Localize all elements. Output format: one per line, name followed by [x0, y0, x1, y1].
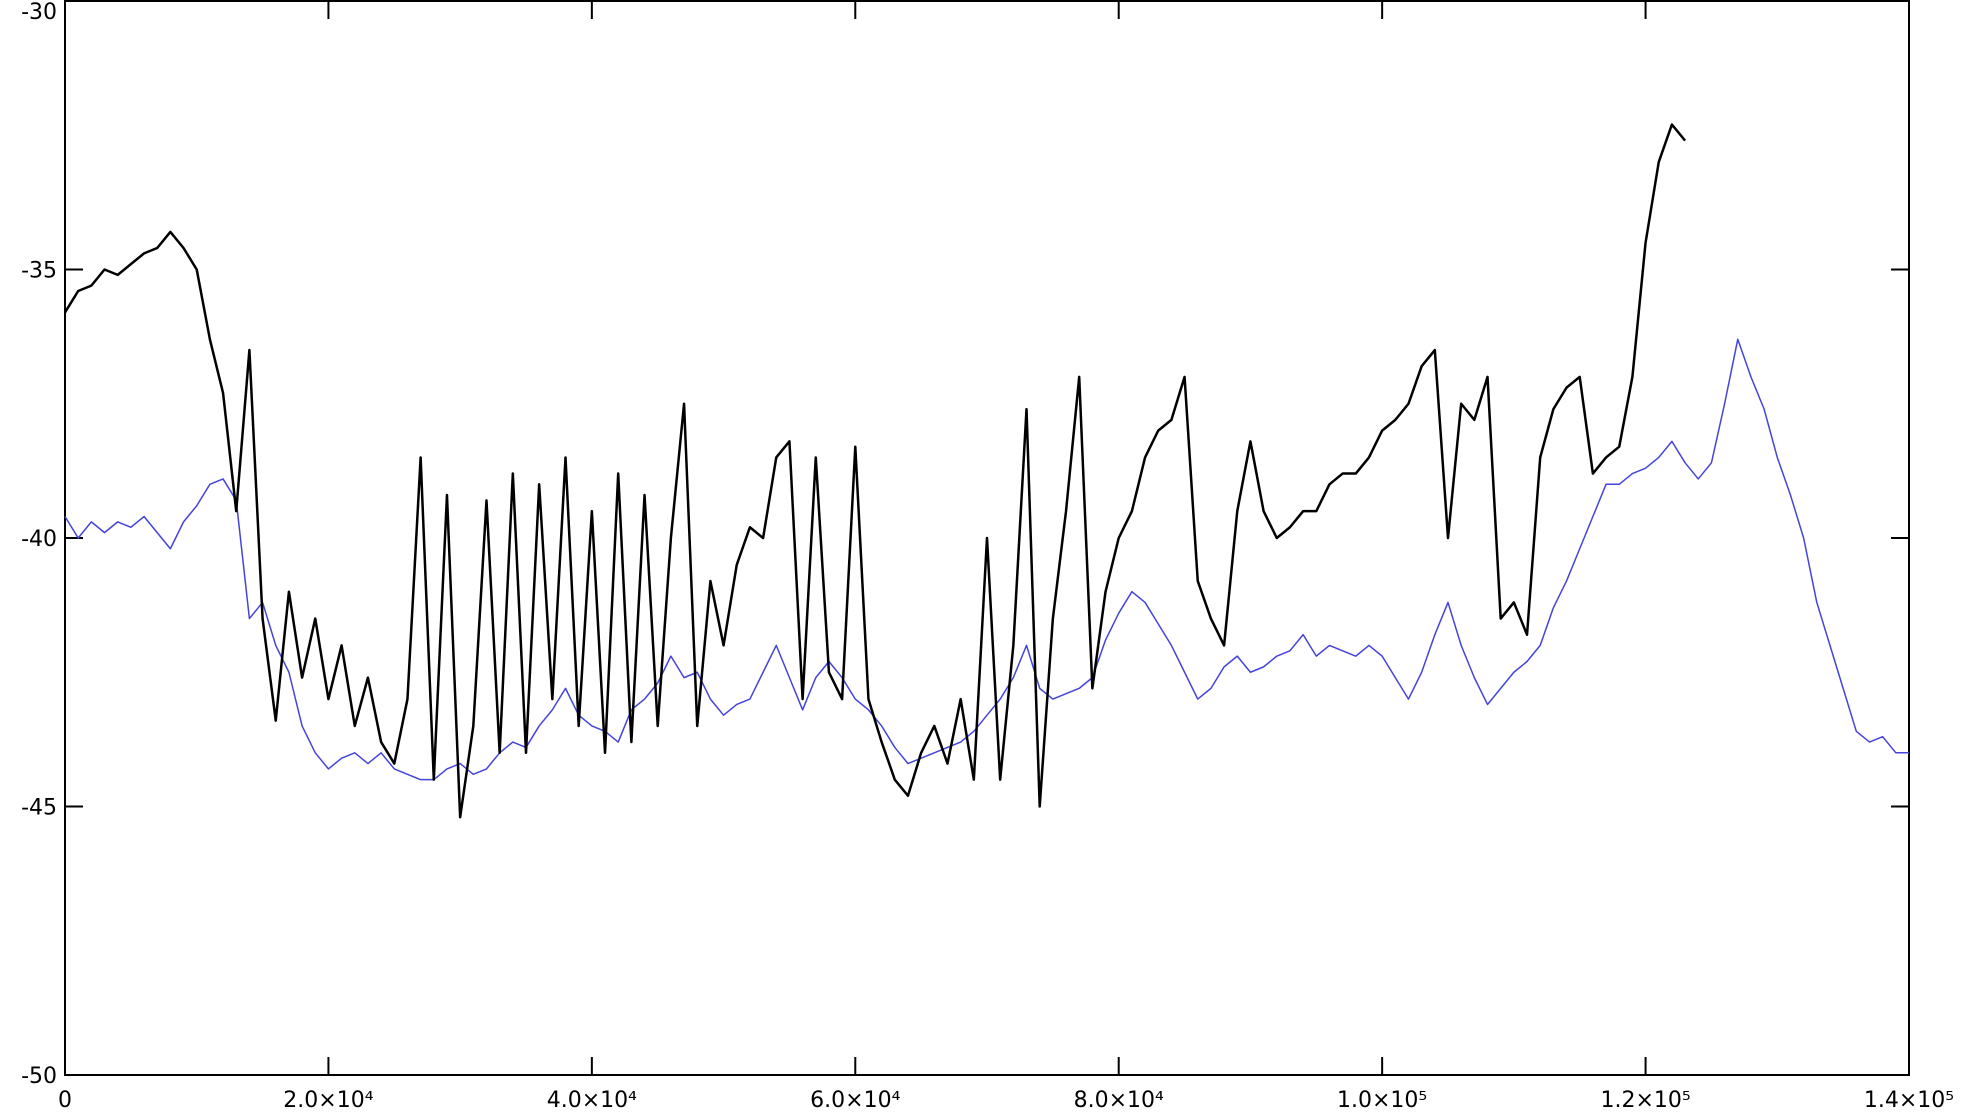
y-tick-label: -40 [21, 527, 57, 552]
x-tick-label: 1.0×10⁵ [1337, 1088, 1427, 1113]
x-tick-label: 2.0×10⁴ [283, 1088, 373, 1113]
x-tick-label: 1.4×10⁵ [1864, 1088, 1954, 1113]
x-tick-label: 4.0×10⁴ [547, 1088, 637, 1113]
data-line [63, 123, 1687, 819]
y-tick-label: -35 [21, 259, 57, 284]
x-tick-label: 1.2×10⁵ [1600, 1088, 1690, 1113]
x-tick-label: 0 [58, 1088, 72, 1113]
x-tick-label: 8.0×10⁴ [1074, 1088, 1164, 1113]
y-tick-label: -50 [21, 1064, 57, 1089]
y-tick-label: -30 [21, 0, 57, 25]
y-tick-label: -45 [21, 796, 57, 821]
data-line [64, 338, 1909, 781]
x-tick-label: 6.0×10⁴ [810, 1088, 900, 1113]
